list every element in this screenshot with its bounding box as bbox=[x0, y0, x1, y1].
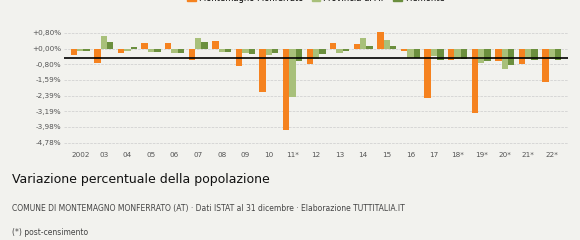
Bar bbox=[472, 48, 478, 114]
Bar bbox=[495, 48, 502, 61]
Bar bbox=[319, 48, 325, 54]
Bar bbox=[195, 38, 201, 48]
Bar bbox=[71, 48, 77, 55]
Bar bbox=[555, 48, 561, 60]
Bar bbox=[542, 48, 549, 82]
Bar bbox=[201, 42, 208, 48]
Bar bbox=[519, 48, 525, 64]
Bar bbox=[259, 48, 266, 92]
Bar bbox=[249, 48, 255, 54]
Bar bbox=[431, 48, 437, 56]
Bar bbox=[84, 48, 90, 51]
Bar bbox=[307, 48, 313, 64]
Bar bbox=[154, 48, 161, 52]
Bar bbox=[242, 48, 249, 53]
Bar bbox=[367, 46, 373, 48]
Text: COMUNE DI MONTEMAGNO MONFERRATO (AT) · Dati ISTAT al 31 dicembre · Elaborazione : COMUNE DI MONTEMAGNO MONFERRATO (AT) · D… bbox=[12, 204, 404, 213]
Bar bbox=[118, 48, 124, 53]
Bar bbox=[336, 48, 343, 53]
Legend: Montemagno Monferrato, Provincia di AT, Piemonte: Montemagno Monferrato, Provincia di AT, … bbox=[184, 0, 448, 6]
Bar bbox=[101, 36, 107, 48]
Bar bbox=[343, 48, 349, 51]
Bar bbox=[236, 48, 242, 66]
Bar bbox=[360, 38, 367, 48]
Bar bbox=[148, 48, 154, 52]
Bar bbox=[377, 32, 383, 48]
Bar bbox=[407, 48, 414, 58]
Bar bbox=[478, 48, 484, 63]
Bar bbox=[165, 43, 172, 48]
Text: (*) post-censimento: (*) post-censimento bbox=[12, 228, 88, 237]
Bar bbox=[401, 48, 407, 51]
Bar bbox=[77, 48, 84, 51]
Bar bbox=[390, 46, 396, 48]
Bar bbox=[283, 48, 289, 130]
Bar bbox=[425, 48, 431, 98]
Bar bbox=[508, 48, 514, 65]
Bar bbox=[296, 48, 302, 61]
Bar bbox=[188, 48, 195, 60]
Bar bbox=[95, 48, 101, 63]
Bar bbox=[124, 48, 130, 51]
Bar bbox=[178, 48, 184, 53]
Bar bbox=[383, 40, 390, 48]
Bar bbox=[212, 41, 219, 48]
Bar bbox=[225, 48, 231, 52]
Text: Variazione percentuale della popolazione: Variazione percentuale della popolazione bbox=[12, 173, 269, 186]
Bar bbox=[172, 48, 178, 53]
Bar bbox=[525, 48, 531, 59]
Bar bbox=[502, 48, 508, 69]
Bar bbox=[484, 48, 491, 61]
Bar bbox=[531, 48, 538, 60]
Bar bbox=[330, 43, 336, 48]
Bar bbox=[272, 48, 278, 53]
Bar bbox=[414, 48, 420, 58]
Bar bbox=[130, 47, 137, 48]
Bar bbox=[549, 48, 555, 59]
Bar bbox=[461, 48, 467, 59]
Bar bbox=[437, 48, 444, 60]
Bar bbox=[266, 48, 272, 55]
Bar bbox=[142, 43, 148, 48]
Bar bbox=[219, 48, 225, 52]
Bar bbox=[454, 48, 461, 59]
Bar bbox=[107, 42, 114, 48]
Bar bbox=[354, 44, 360, 48]
Bar bbox=[448, 48, 454, 60]
Bar bbox=[313, 48, 319, 59]
Bar bbox=[289, 48, 296, 97]
